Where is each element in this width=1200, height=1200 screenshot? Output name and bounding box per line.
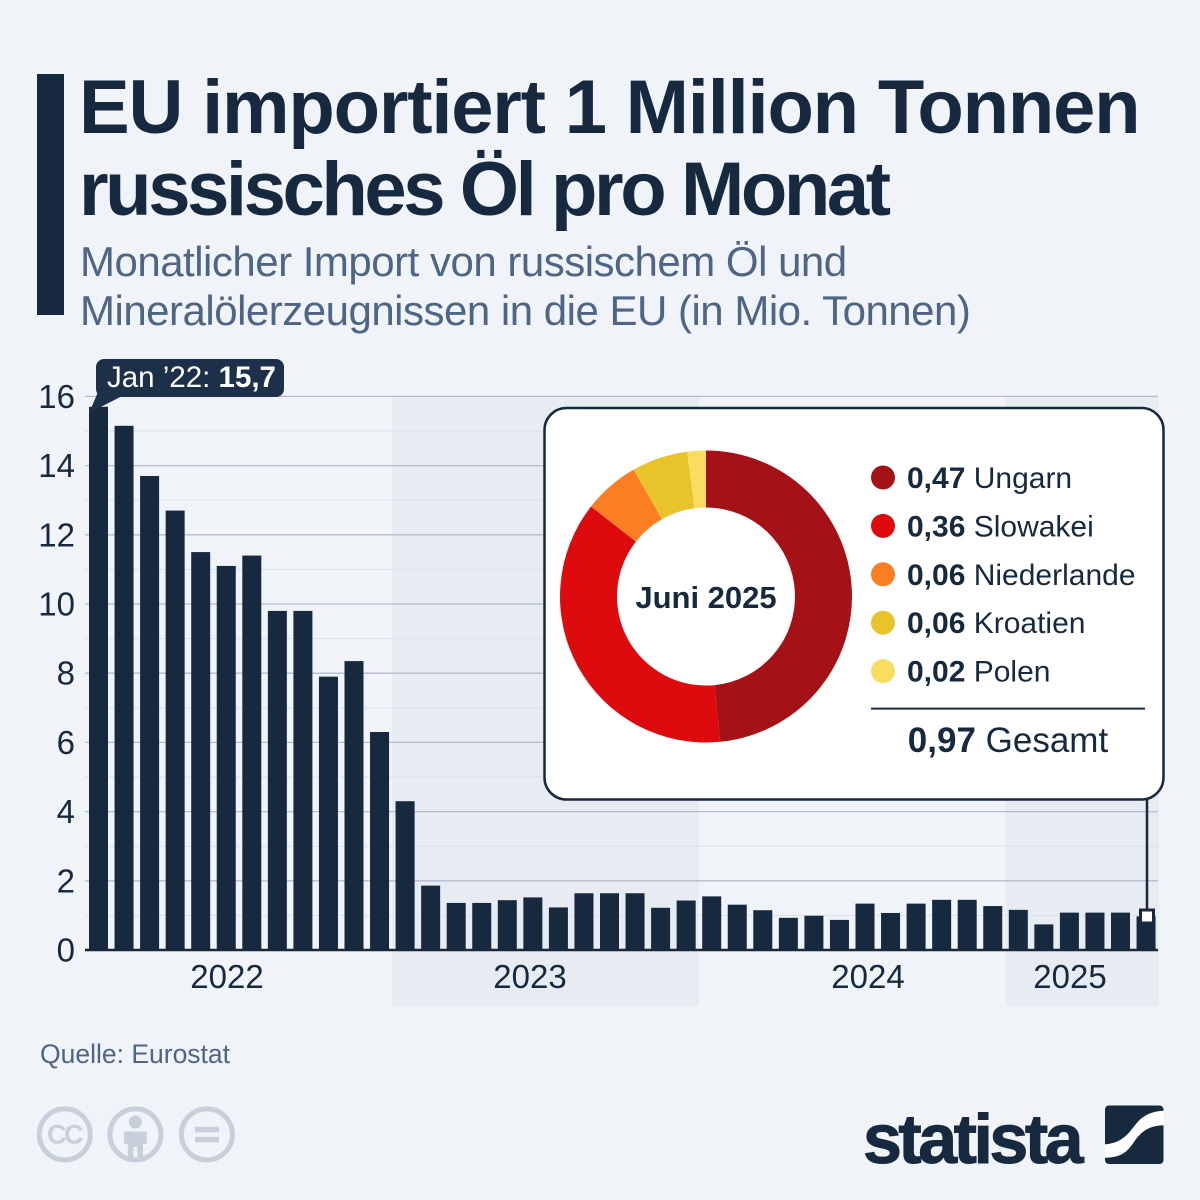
svg-text:0,06 Niederlande: 0,06 Niederlande	[907, 559, 1136, 592]
svg-text:14: 14	[38, 447, 75, 484]
svg-text:0,06 Kroatien: 0,06 Kroatien	[907, 607, 1085, 640]
svg-text:EU importiert 1 Million Tonnen: EU importiert 1 Million Tonnen	[79, 65, 1139, 150]
svg-text:Jan ’22: 15,7: Jan ’22: 15,7	[107, 361, 276, 394]
svg-text:2: 2	[57, 862, 75, 899]
svg-text:2022: 2022	[190, 958, 263, 995]
svg-text:CC: CC	[47, 1120, 83, 1150]
svg-text:russisches Öl pro Monat: russisches Öl pro Monat	[79, 147, 891, 232]
svg-text:6: 6	[57, 724, 75, 761]
svg-text:0,02 Polen: 0,02 Polen	[907, 656, 1050, 689]
svg-text:0,36 Slowakei: 0,36 Slowakei	[907, 510, 1094, 543]
svg-text:0,97 Gesamt: 0,97 Gesamt	[908, 721, 1109, 760]
svg-text:0,47 Ungarn: 0,47 Ungarn	[907, 462, 1072, 495]
svg-text:16: 16	[38, 378, 75, 415]
svg-text:Juni 2025: Juni 2025	[635, 580, 776, 615]
svg-text:Quelle: Eurostat: Quelle: Eurostat	[40, 1039, 231, 1069]
svg-text:0: 0	[57, 932, 75, 969]
svg-text:8: 8	[57, 655, 75, 692]
svg-text:2025: 2025	[1033, 958, 1106, 995]
svg-text:Mineralölerzeugnissen in die E: Mineralölerzeugnissen in die EU (in Mio.…	[80, 287, 970, 334]
svg-text:2023: 2023	[493, 958, 566, 995]
svg-text:statista: statista	[863, 1100, 1085, 1178]
svg-text:2024: 2024	[831, 958, 904, 995]
svg-text:Monatlicher Import von russisc: Monatlicher Import von russischem Öl und	[80, 238, 847, 285]
svg-text:4: 4	[57, 793, 75, 830]
svg-text:10: 10	[38, 586, 75, 623]
svg-text:12: 12	[38, 516, 75, 553]
